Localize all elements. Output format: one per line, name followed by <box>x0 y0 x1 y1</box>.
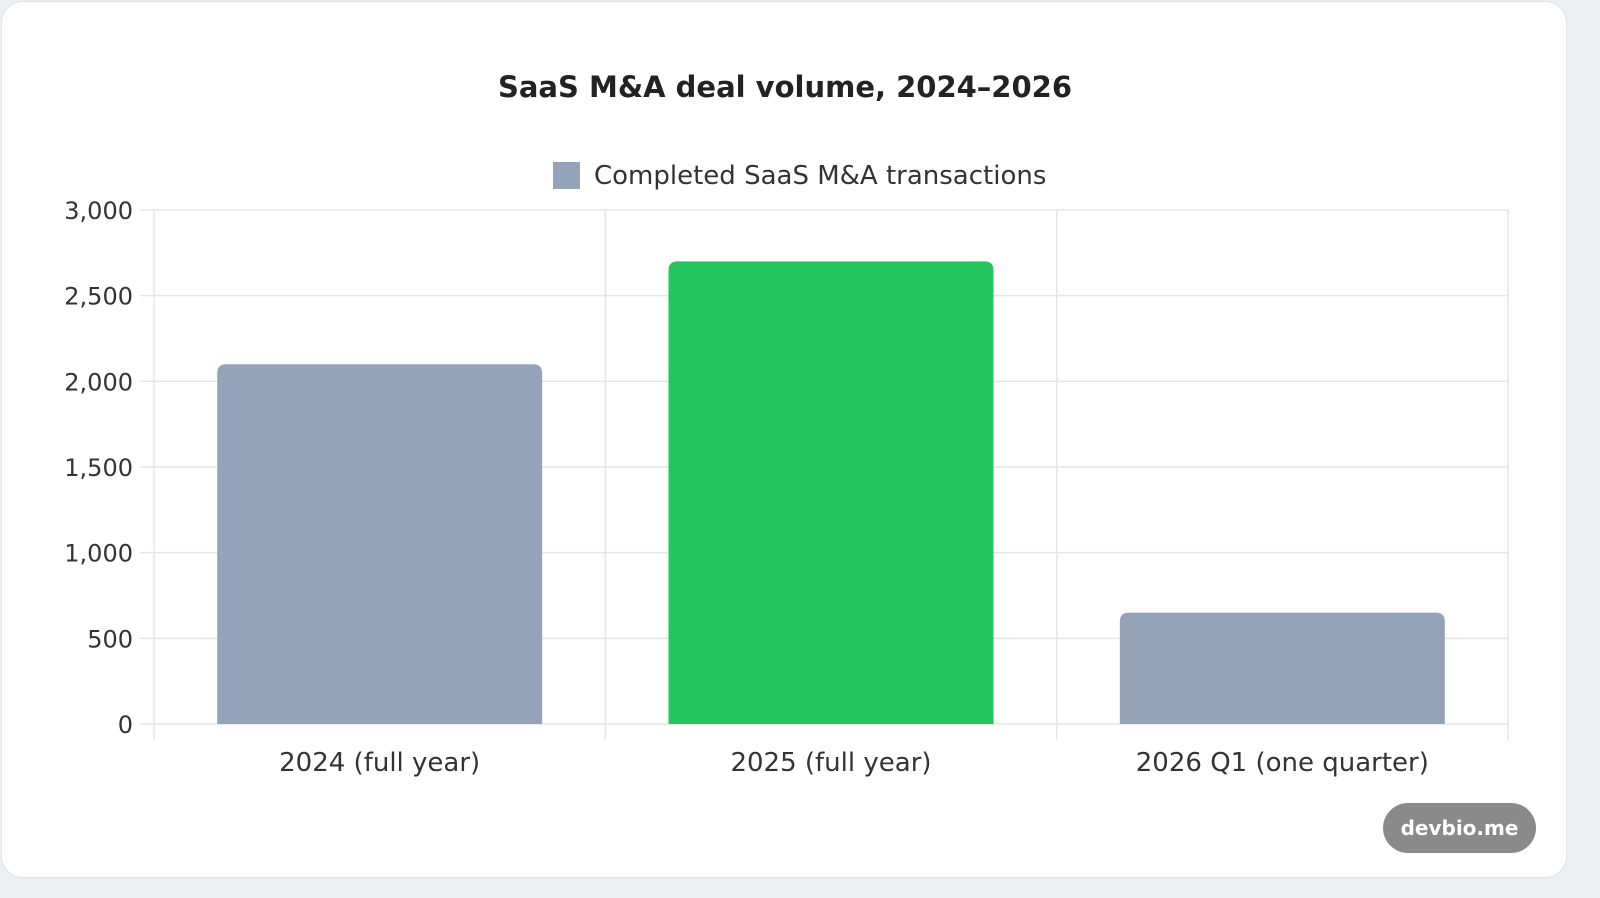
y-tick-label: 3,000 <box>64 197 133 225</box>
y-tick-label: 500 <box>87 625 133 653</box>
bars <box>217 261 1445 724</box>
watermark-badge[interactable]: devbio.me <box>1383 803 1536 853</box>
x-tick-label: 2025 (full year) <box>730 748 931 778</box>
y-tick-label: 1,000 <box>64 540 133 568</box>
y-tick-label: 0 <box>118 711 133 739</box>
chart-svg: SaaS M&A deal volume, 2024–2026 Complete… <box>64 70 1509 778</box>
y-tick-label: 2,500 <box>64 283 133 311</box>
x-tick-label: 2024 (full year) <box>279 748 480 778</box>
bar[interactable] <box>668 261 994 724</box>
y-tick-label: 2,000 <box>64 368 133 396</box>
legend-label: Completed SaaS M&A transactions <box>594 161 1046 191</box>
y-tick-label: 1,500 <box>64 454 133 482</box>
chart-card: SaaS M&A deal volume, 2024–2026 Complete… <box>1 1 1567 878</box>
bar[interactable] <box>1119 612 1445 724</box>
x-axis: 2024 (full year) 2025 (full year) 2026 Q1 … <box>279 748 1429 778</box>
legend-swatch <box>553 162 580 189</box>
x-tick-label: 2026 Q1 (one quarter) <box>1136 748 1429 778</box>
bar[interactable] <box>217 364 543 724</box>
chart-title: SaaS M&A deal volume, 2024–2026 <box>498 70 1072 104</box>
y-axis: 0 500 1,000 1,500 2,000 2,500 3,000 <box>64 197 133 739</box>
legend: Completed SaaS M&A transactions <box>553 161 1046 191</box>
